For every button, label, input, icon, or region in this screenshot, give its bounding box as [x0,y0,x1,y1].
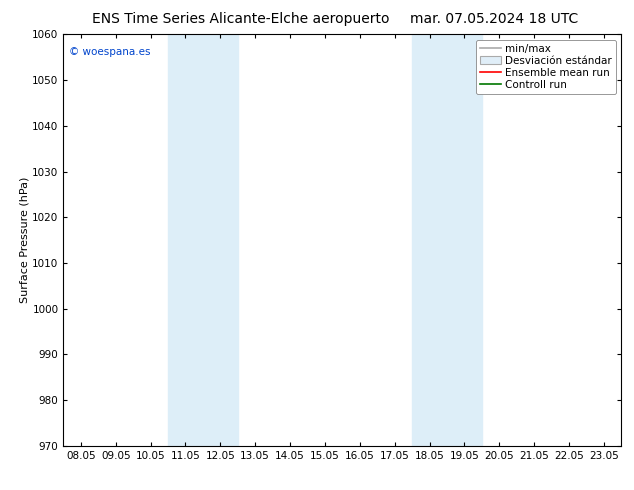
Bar [412,34,482,446]
Bar [168,34,238,446]
Text: © woespana.es: © woespana.es [69,47,150,57]
Text: mar. 07.05.2024 18 UTC: mar. 07.05.2024 18 UTC [410,12,579,26]
Legend: min/max, Desviación estándar, Ensemble mean run, Controll run: min/max, Desviación estándar, Ensemble m… [476,40,616,94]
Y-axis label: Surface Pressure (hPa): Surface Pressure (hPa) [20,177,30,303]
Text: ENS Time Series Alicante-Elche aeropuerto: ENS Time Series Alicante-Elche aeropuert… [92,12,390,26]
